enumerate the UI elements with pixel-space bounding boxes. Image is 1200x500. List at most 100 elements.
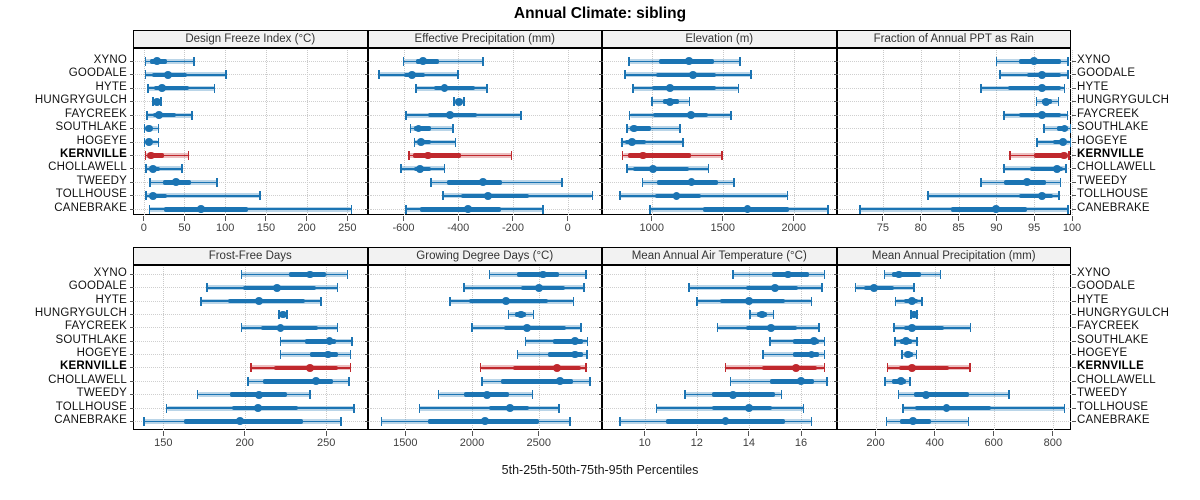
site-label-left: HYTE [95,80,127,93]
whisker-cap-high [913,283,915,293]
whisker-cap-low [148,204,151,214]
whisker-cap-low [623,70,626,80]
whisker-cap-low [380,416,383,426]
whisker-cap-low [144,150,147,160]
whisker-cap-high [909,376,911,386]
interval-band-25-75 [720,298,786,304]
interval-band-25-75 [657,180,718,185]
row-tick-left [130,168,134,170]
row-tick-left [833,141,838,143]
row-tick-left [130,87,134,89]
row-guide [838,274,1071,275]
row-tick-left [833,154,838,156]
row-guide [369,60,602,62]
whisker-cap-high [454,137,457,147]
whisker-cap-high [1063,403,1066,413]
whisker-cap-high [1069,124,1072,134]
row-guide [135,101,368,103]
axis-tick-label: 50 [178,222,191,234]
whisker-cap-high [286,310,288,320]
whisker-cap-low [240,323,243,333]
interval-line-5-95 [619,195,788,197]
row-tick-left [833,314,838,316]
interval-band-25-75 [228,298,305,304]
whisker-cap-low [628,110,631,120]
whisker-cap-high [336,283,339,293]
row-guide [135,354,368,356]
row-guide [135,181,368,183]
axis-tick [958,216,960,221]
row-tick-left [130,114,134,116]
whisker-cap-high [1066,110,1069,120]
whisker-cap-high [157,137,160,147]
grid-line-x [696,267,698,430]
median-dot [909,417,917,426]
interval-band-25-75 [231,405,299,411]
site-label-left: TWEEDY [76,387,127,400]
interval-line-5-95 [149,208,352,211]
whisker-cap-low [894,296,897,306]
whisker-cap-low [250,363,253,373]
median-dot [273,283,282,292]
interval-band-25-75 [548,352,583,357]
row-guide [369,141,602,143]
interval-line-5-95 [145,60,195,63]
interval-band-25-75 [149,193,167,199]
row-guide [838,141,1071,143]
row-guide [838,114,1071,116]
whisker-cap-high [482,56,484,66]
grid-line-x [1052,267,1054,430]
row-tick-right [1072,380,1076,382]
plot-area: 200 400 600 800 [833,265,1076,449]
median-dot [771,283,779,292]
whisker-cap-low [145,191,147,201]
interval-band-25-75 [512,365,581,371]
median-dot [253,404,262,412]
median-dot [440,84,449,93]
row-tick-right [1072,101,1076,103]
grid-line-x [265,50,267,215]
row-tick-left [130,327,134,329]
whisker-cap-low [894,336,896,346]
row-tick-right [1072,154,1076,156]
axis-tick-label: -200 [501,222,524,234]
whisker-cap-high [320,296,323,306]
median-dot [907,364,916,372]
row-tick-left [599,274,603,275]
median-dot [1060,124,1069,133]
whisker-cap-high [340,416,342,426]
whisker-cap-high [810,296,813,306]
row-tick-left [833,101,838,103]
whisker-cap-high [921,296,924,306]
grid-line-x [651,50,653,215]
axis-tick [722,216,724,221]
row-guide [135,87,368,89]
whisker-cap-high [350,204,353,214]
axis-tick [512,216,514,221]
whisker-cap-high [1068,150,1070,160]
whisker-cap-low [684,390,686,400]
site-label-right: KERNVILLE [1077,147,1144,160]
interval-band-25-75 [500,379,573,384]
site-label-left: SOUTHLAKE [55,121,127,134]
whisker-cap-low [481,376,483,386]
site-label-right: TOLLHOUSE [1077,400,1149,413]
row-tick-right [1072,195,1076,197]
whisker-cap-high [780,390,783,400]
whisker-cap-low [729,376,732,386]
site-label-right: HOGEYE [1077,134,1128,147]
median-dot [571,350,580,359]
whisker-cap-low [628,56,630,66]
row-tick-left [364,87,369,89]
row-tick-left [130,154,134,156]
interval-band-25-75 [309,352,338,357]
whisker-cap-low [149,177,152,187]
interval-band-25-75 [1019,59,1061,64]
median-dot [758,310,766,319]
row-guide [838,168,1071,170]
interval-band-25-75 [262,379,333,384]
whisker-cap-high [572,296,575,306]
site-label-left: TWEEDY [76,174,127,187]
axis-tick [404,431,406,436]
site-label-left: FAYCREEK [64,107,127,120]
